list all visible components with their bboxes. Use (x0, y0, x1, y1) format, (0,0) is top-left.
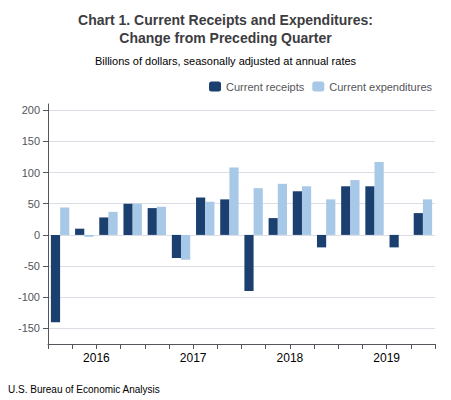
svg-text:Current expenditures: Current expenditures (329, 81, 432, 93)
svg-text:2016: 2016 (83, 351, 110, 365)
svg-text:150: 150 (22, 135, 40, 147)
svg-text:-100: -100 (18, 291, 40, 303)
svg-text:0: 0 (34, 229, 40, 241)
svg-text:-150: -150 (18, 322, 40, 334)
svg-text:2018: 2018 (277, 351, 304, 365)
svg-text:50: 50 (28, 198, 40, 210)
svg-text:200: 200 (22, 104, 40, 116)
svg-text:U.S. Bureau of Economic Analys: U.S. Bureau of Economic Analysis (8, 384, 160, 395)
svg-text:Change from Preceding Quarter: Change from Preceding Quarter (119, 30, 332, 46)
svg-text:-50: -50 (24, 260, 40, 272)
svg-text:Billions of dollars, seasonall: Billions of dollars, seasonally adjusted… (95, 55, 357, 67)
svg-text:Current receipts: Current receipts (226, 81, 305, 93)
svg-text:2019: 2019 (373, 351, 400, 365)
svg-text:100: 100 (22, 167, 40, 179)
svg-text:Chart 1. Current Receipts and: Chart 1. Current Receipts and Expenditur… (78, 12, 373, 28)
svg-text:2017: 2017 (180, 351, 207, 365)
